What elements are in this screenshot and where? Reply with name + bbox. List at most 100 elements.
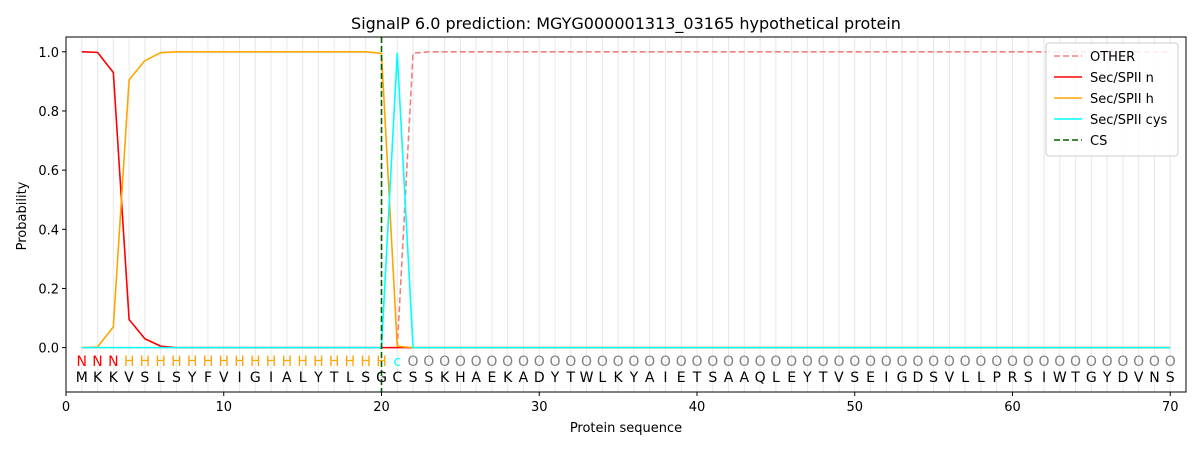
series-line-3 (81, 52, 1171, 349)
residue-2: K (93, 370, 103, 386)
residue-31: Y (550, 370, 560, 386)
region-label-42: O (723, 354, 734, 370)
residue-32: T (566, 370, 576, 386)
region-label-21: c (393, 354, 401, 370)
residue-10: V (219, 370, 229, 386)
y-tick-label-1: 0.2 (38, 282, 59, 297)
residue-46: E (787, 370, 796, 386)
region-label-61: O (1023, 354, 1034, 370)
legend-entry-0: OTHER (1090, 50, 1135, 65)
residue-54: D (912, 370, 923, 386)
legend-entry-3: Sec/SPII cys (1090, 113, 1168, 128)
region-label-58: O (975, 354, 986, 370)
region-label-60: O (1007, 354, 1018, 370)
axes: 0 10 20 30 40 50 60 70 0.0 0.2 0.4 0.6 0.8 1.0 (38, 46, 1178, 415)
legend-entry-2: Sec/SPII h (1090, 92, 1154, 107)
region-label-59: O (991, 354, 1002, 370)
residue-51: E (866, 370, 875, 386)
region-label-14: H (282, 354, 293, 370)
residue-36: Y (629, 370, 639, 386)
residue-21: C (392, 370, 402, 386)
residue-57: L (961, 370, 969, 386)
residue-55: S (929, 370, 938, 386)
residue-16: Y (313, 370, 323, 386)
region-label-44: O (755, 354, 766, 370)
region-label-18: H (345, 354, 356, 370)
region-label-12: H (250, 354, 261, 370)
region-label-5: H (140, 354, 151, 370)
region-label-66: O (1102, 354, 1113, 370)
residue-38: I (663, 370, 667, 386)
region-label-22: O (408, 354, 419, 370)
residue-64: T (1070, 370, 1080, 386)
region-label-20: H (376, 354, 387, 370)
region-label-6: H (155, 354, 166, 370)
residue-15: L (299, 370, 307, 386)
residue-48: T (818, 370, 828, 386)
region-label-26: O (471, 354, 482, 370)
residue-9: F (204, 370, 212, 386)
region-label-37: O (644, 354, 655, 370)
residue-23: S (424, 370, 433, 386)
legend: OTHER Sec/SPII n Sec/SPII h Sec/SPII cys CS (1045, 42, 1179, 157)
residue-56: V (945, 370, 955, 386)
x-tick-label-70: 70 (1162, 400, 1179, 415)
x-axis-label: Protein sequence (570, 421, 682, 436)
region-label-19: H (360, 354, 371, 370)
residue-20: G (376, 370, 387, 386)
residue-8: Y (187, 370, 197, 386)
residue-5: S (140, 370, 149, 386)
x-tick-label-40: 40 (689, 400, 706, 415)
residue-61: S (1024, 370, 1033, 386)
region-label-7: H (171, 354, 182, 370)
residue-34: L (598, 370, 606, 386)
region-label-16: H (313, 354, 324, 370)
residue-30: D (534, 370, 545, 386)
residue-4: V (124, 370, 134, 386)
region-label-39: O (676, 354, 687, 370)
y-tick-label-5: 1.0 (38, 46, 59, 61)
region-label-34: O (597, 354, 608, 370)
residue-49: V (834, 370, 844, 386)
residue-63: W (1053, 370, 1067, 386)
residue-45: L (772, 370, 780, 386)
region-label-50: O (849, 354, 860, 370)
region-label-70: O (1165, 354, 1176, 370)
residue-69: N (1149, 370, 1159, 386)
residue-33: W (580, 370, 594, 386)
plot-frame (65, 36, 1187, 393)
region-label-52: O (881, 354, 892, 370)
region-label-68: O (1133, 354, 1144, 370)
residue-18: L (346, 370, 354, 386)
residue-29: A (519, 370, 529, 386)
residue-25: H (455, 370, 466, 386)
region-label-54: O (912, 354, 923, 370)
residue-53: G (897, 370, 908, 386)
x-tick-label-10: 10 (215, 400, 232, 415)
region-label-10: H (218, 354, 229, 370)
residue-42: A (724, 370, 734, 386)
region-label-49: O (833, 354, 844, 370)
residue-3: K (109, 370, 119, 386)
residue-27: E (487, 370, 496, 386)
x-tick-label-0: 0 (62, 400, 70, 415)
region-label-36: O (628, 354, 639, 370)
residue-28: K (503, 370, 513, 386)
y-tick-label-0: 0.0 (38, 342, 59, 357)
legend-box (1045, 42, 1179, 157)
region-label-15: H (297, 354, 308, 370)
residue-37: A (645, 370, 655, 386)
region-label-41: O (707, 354, 718, 370)
chart-title: SignalP 6.0 prediction: MGYG000001313_03… (351, 14, 901, 34)
y-tick-label-2: 0.4 (38, 223, 59, 238)
region-label-24: O (439, 354, 450, 370)
residue-67: D (1118, 370, 1129, 386)
residue-14: A (282, 370, 292, 386)
region-label-47: O (802, 354, 813, 370)
residue-39: E (677, 370, 686, 386)
residue-50: S (850, 370, 859, 386)
residue-52: I (884, 370, 888, 386)
y-axis-label: Probability (15, 181, 30, 250)
region-label-11: H (234, 354, 245, 370)
